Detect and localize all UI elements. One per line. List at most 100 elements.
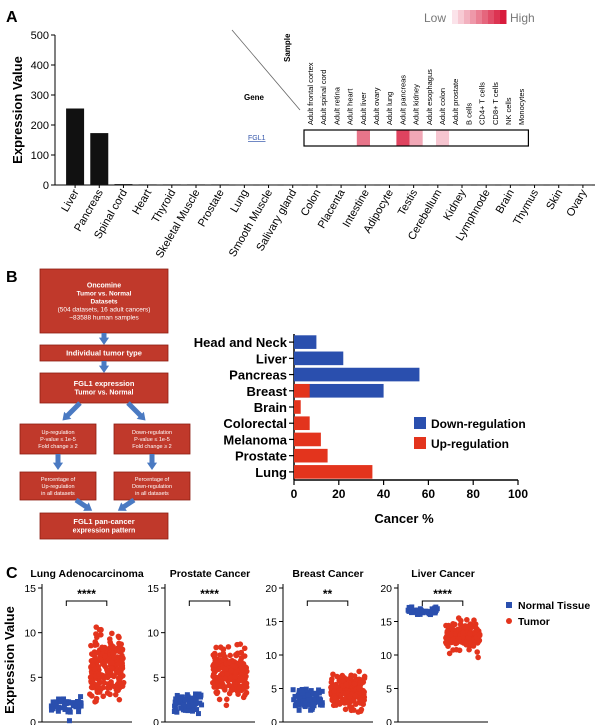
flow-box-datasets-text: Oncomine — [87, 282, 121, 289]
normal-point — [305, 702, 311, 708]
flow-box-final-text: expression pattern — [73, 528, 136, 535]
normal-point — [190, 705, 196, 711]
flow-box-up-text: Up-regulation — [41, 430, 74, 436]
heatmap-frame — [303, 129, 529, 147]
y-tick-label: 500 — [31, 30, 49, 42]
bar — [294, 367, 420, 382]
tumor-point — [108, 665, 115, 672]
tumor-point — [100, 684, 106, 691]
y-tick-label: 15 — [24, 583, 36, 595]
tumor-point — [116, 678, 122, 685]
significance-bracket — [65, 600, 108, 606]
heatmap-cell — [317, 130, 331, 146]
panel-label-c: C — [6, 565, 18, 582]
bar — [187, 184, 205, 186]
subplot-title: Breast Cancer — [292, 568, 363, 580]
flow-box-down-pct-text: in all datasets — [135, 491, 169, 497]
normal-point — [195, 711, 201, 717]
y-tick-label: 10 — [380, 650, 392, 662]
bar — [294, 465, 373, 479]
tumor-point — [228, 674, 234, 681]
tumor-point — [223, 702, 230, 709]
significance-bracket — [188, 600, 231, 606]
tumor-point — [444, 638, 450, 645]
tumor-point — [455, 615, 462, 621]
y-tick-label: 15 — [147, 583, 159, 595]
heatmap-sample-label: Adult frontal cortex — [306, 62, 315, 125]
legend-gradient-cell — [458, 10, 465, 24]
flow-arrowhead — [117, 502, 127, 511]
tumor-point — [116, 696, 123, 703]
flow-box-up-pct — [19, 471, 97, 501]
tumor-point — [237, 641, 244, 647]
tumor-point — [101, 659, 108, 665]
tumor-point — [343, 681, 350, 688]
heatmap-sample-label: CD4+ T cells — [478, 82, 487, 125]
flow-box-down-pct-text: Percentage of — [135, 477, 170, 483]
tumor-point — [93, 624, 100, 630]
tumor-point — [112, 691, 119, 698]
normal-point — [75, 699, 81, 705]
flow-box-datasets-text: Tumor vs. Normal — [77, 290, 132, 297]
bar — [66, 108, 85, 185]
y-tick-label: 10 — [265, 650, 277, 662]
y-tick-label: Brain — [254, 400, 287, 415]
bar — [162, 184, 181, 186]
tumor-point — [96, 671, 103, 677]
normal-point — [190, 702, 196, 708]
tumor-point — [460, 634, 466, 641]
tumor-point — [344, 698, 350, 705]
x-tick-label: Liver — [59, 187, 81, 214]
heatmap-sample-label: CD8+ T cells — [491, 82, 500, 125]
flow-box-final — [39, 512, 169, 540]
normal-point — [194, 707, 200, 713]
heatmap-cell — [356, 130, 370, 146]
header-divider — [231, 29, 301, 111]
heatmap-sample-label: Adult colon — [438, 88, 447, 125]
tumor-point — [233, 651, 239, 658]
tumor-point — [213, 644, 219, 651]
tumor-point — [224, 671, 230, 677]
heatmap-row-label: FGL1 — [248, 135, 266, 142]
tumor-point — [104, 674, 111, 681]
legend-gradient-cell — [464, 10, 471, 24]
legend-swatch — [414, 437, 426, 449]
tumor-point — [352, 692, 359, 699]
flow-box-datasets-text: (504 datasets, 16 adult cancers) — [58, 306, 151, 313]
normal-point — [310, 702, 316, 708]
tumor-point — [116, 648, 122, 655]
y-tick-label: Colorectal — [223, 416, 287, 431]
tumor-point — [221, 653, 228, 660]
tumor-point — [216, 696, 223, 703]
tumor-point — [104, 690, 111, 696]
tumor-point — [346, 693, 353, 700]
bar — [211, 184, 230, 186]
normal-point — [52, 699, 58, 705]
x-tick-label: Heart — [130, 188, 154, 217]
normal-point — [189, 698, 195, 704]
tumor-point — [224, 696, 230, 703]
tumor-point — [213, 659, 220, 666]
tumor-point — [455, 626, 462, 632]
significance-label: **** — [433, 587, 452, 601]
normal-point — [429, 606, 435, 612]
legend-label: Normal Tissue — [518, 600, 590, 612]
tumor-point — [473, 625, 479, 632]
tumor-point — [464, 623, 471, 630]
heatmap-sample-label: Adult liver — [359, 92, 368, 125]
tumor-point — [222, 687, 228, 693]
legend-high-label: High — [510, 11, 535, 25]
legend-gradient-cell — [500, 10, 507, 24]
tumor-point — [241, 685, 247, 692]
y-tick-label: 0 — [153, 717, 159, 725]
y-tick-label: Melanoma — [223, 432, 287, 447]
tumor-point — [227, 652, 233, 659]
normal-point — [423, 609, 429, 615]
normal-point — [61, 696, 67, 702]
tumor-point — [464, 616, 470, 623]
bar — [90, 133, 109, 185]
normal-point — [292, 693, 298, 699]
tumor-point — [88, 642, 94, 649]
y-tick-label: 5 — [153, 672, 159, 684]
tumor-point — [331, 683, 338, 690]
